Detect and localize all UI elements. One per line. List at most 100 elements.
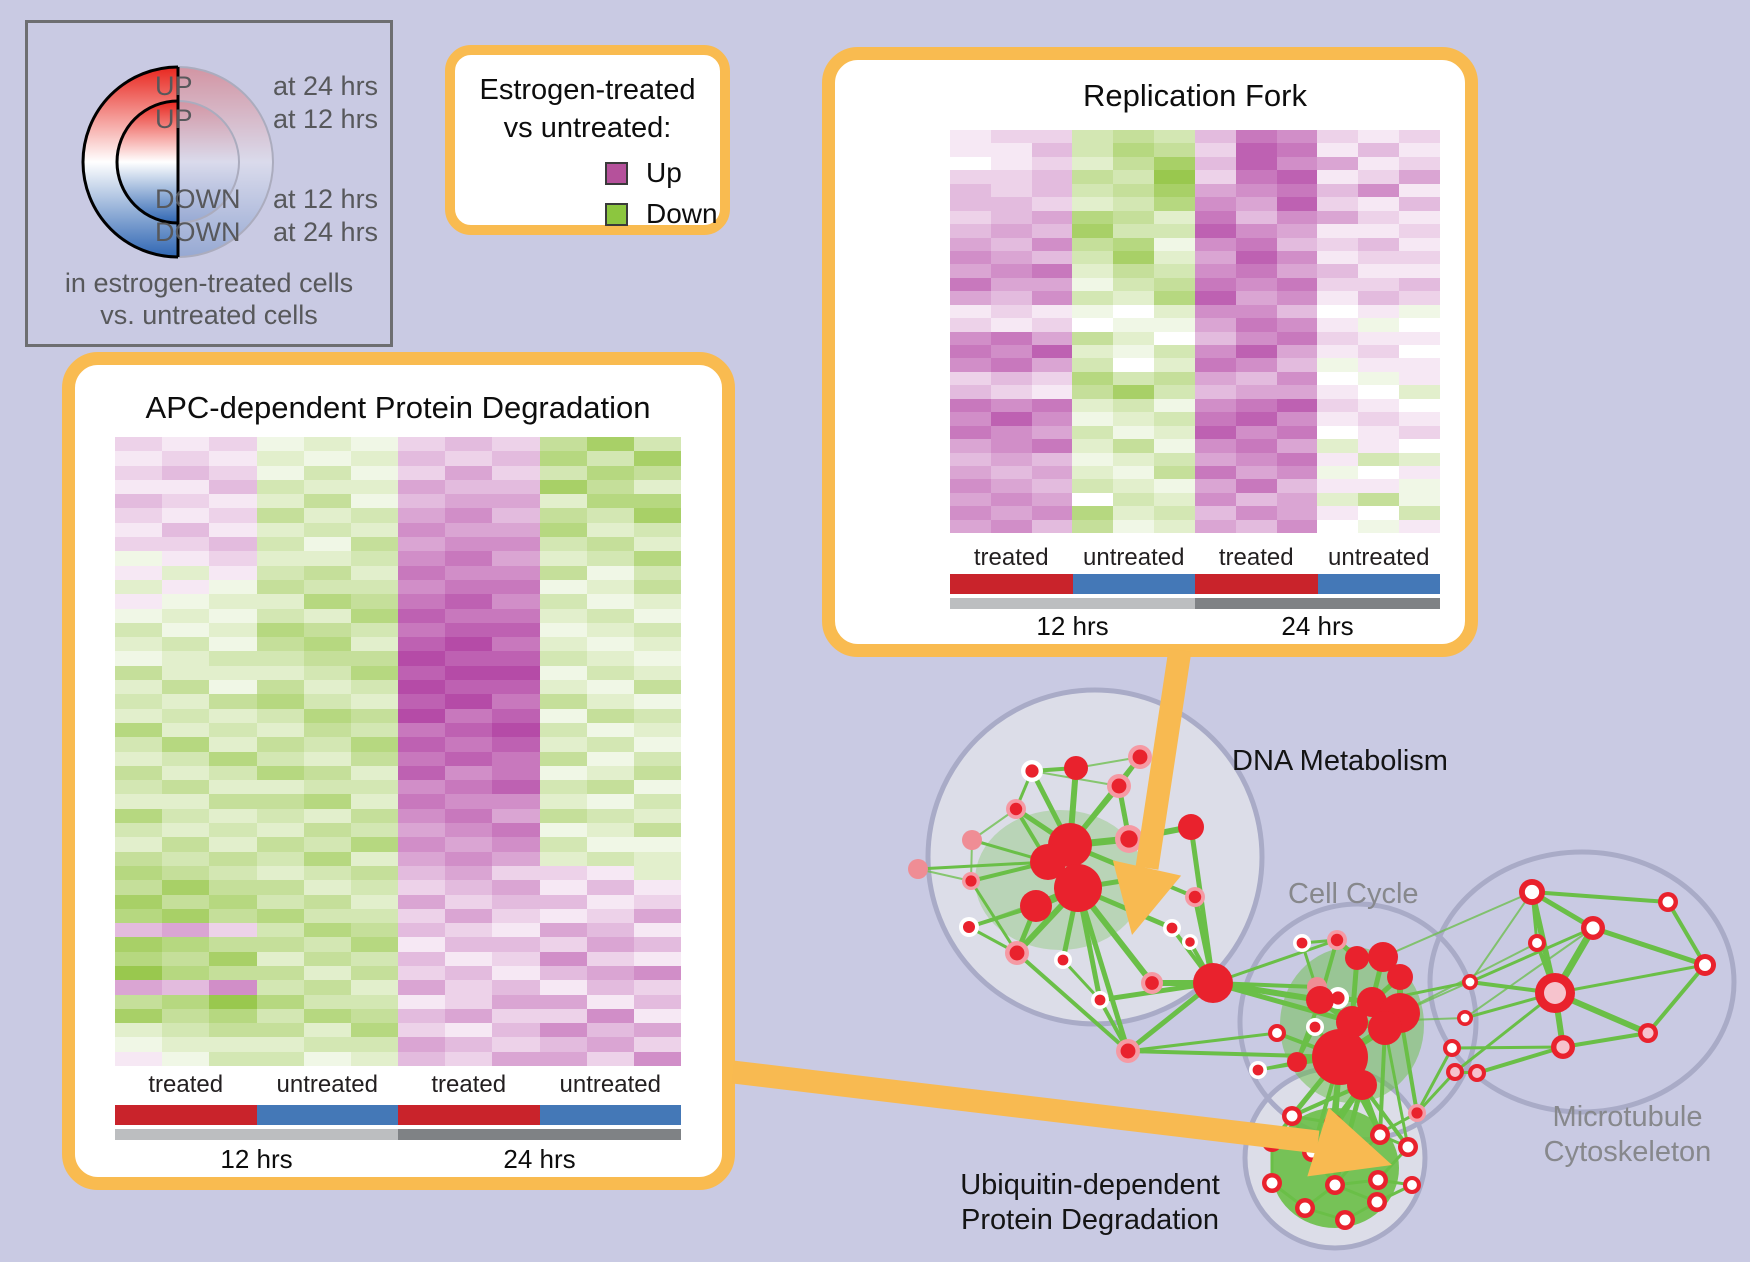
heatmap-cell (1358, 304, 1400, 319)
heatmap-cell (115, 508, 163, 523)
heatmap-cell (539, 880, 587, 895)
heatmap-cell (1276, 412, 1318, 426)
updown-legend-box: Estrogen-treated vs untreated: Up Down (445, 45, 730, 235)
gene-node (1193, 963, 1233, 1003)
heatmap-cell (303, 851, 351, 866)
heatmap-cell (398, 908, 446, 924)
heatmap-cell (990, 277, 1032, 292)
heatmap-cell (1194, 519, 1236, 534)
heatmap-cell (303, 479, 351, 495)
heatmap-cell (303, 594, 351, 609)
heatmap-cell (209, 1037, 257, 1052)
heatmap-cell (1317, 250, 1359, 265)
heatmap-cell (162, 751, 210, 766)
gene-node-core (1698, 958, 1712, 972)
gene-node-core (1374, 1129, 1386, 1141)
heatmap-cell (209, 479, 257, 495)
heatmap-cell (633, 837, 682, 852)
heatmap-cell (1358, 130, 1400, 144)
heatmap-cell (350, 722, 399, 738)
heatmap-cell (1072, 250, 1114, 265)
heatmap-cell (398, 1008, 446, 1024)
heatmap-cell (539, 522, 587, 538)
heatmap-cell (539, 823, 587, 838)
heatmap-cell (398, 765, 446, 781)
gene-node-core (1166, 922, 1178, 934)
heatmap-cell (209, 808, 257, 824)
heatmap-cell (445, 579, 493, 595)
heatmap-cell (115, 765, 163, 781)
heatmap-cell (1072, 264, 1114, 278)
heatmap-cell (1154, 345, 1195, 359)
heatmap-cell (633, 951, 682, 966)
heatmap-cell (350, 880, 399, 895)
heatmap-cell (1358, 371, 1400, 386)
heatmap-cell (115, 865, 163, 881)
heatmap-cell (303, 894, 351, 909)
heatmap-cell (1235, 143, 1277, 157)
heatmap-cell (1113, 304, 1155, 319)
treatment-bar-segment (256, 1105, 398, 1125)
heatmap-cell (303, 508, 351, 523)
heatmap-cell (1194, 385, 1236, 399)
heatmap-cell (990, 492, 1032, 507)
heatmap-cell (1113, 492, 1155, 507)
heatmap-cell (1194, 492, 1236, 507)
heatmap-cell (303, 708, 351, 723)
heatmap-cell (1276, 345, 1318, 359)
heatmap-cell (1235, 237, 1277, 251)
up-label: Up (646, 157, 682, 188)
heatmap-cell (586, 865, 634, 881)
heatmap-cell (398, 579, 446, 595)
heatmap-cell (209, 565, 257, 580)
gene-node-core (965, 875, 977, 887)
heatmap-cell (350, 708, 399, 723)
heatmap-cell (586, 823, 634, 838)
gene-node-core (1185, 937, 1195, 947)
heatmap-cell (445, 1023, 493, 1038)
heatmap-cell (1154, 439, 1195, 453)
heatmap-cell (398, 508, 446, 523)
heatmap-cell (1317, 130, 1359, 144)
heatmap-cell (1276, 170, 1318, 184)
heatmap-cell (115, 579, 163, 595)
heatmap-cell (209, 537, 257, 552)
heatmap-cell (1113, 425, 1155, 440)
heatmap-cell (209, 694, 257, 709)
heatmap-cell (350, 894, 399, 909)
ubiquitin-degradation-label: Ubiquitin-dependent Protein Degradation (940, 1168, 1240, 1238)
heatmap-cell (1276, 358, 1318, 372)
legend-up-24-word: UP (155, 71, 193, 101)
apc-treatment-bar (115, 1105, 681, 1125)
heatmap-cell (398, 1051, 446, 1067)
apc-time-bar (115, 1129, 681, 1140)
heatmap-cell (950, 277, 991, 292)
heatmap-cell (633, 908, 682, 924)
heatmap-cell (539, 565, 587, 580)
heatmap-cell (539, 765, 587, 781)
heatmap-cell (115, 494, 163, 509)
gene-node (1368, 1011, 1402, 1045)
heatmap-cell (350, 965, 399, 981)
heatmap-cell (162, 437, 210, 452)
heatmap-cell (303, 965, 351, 981)
heatmap-cell (303, 765, 351, 781)
heatmap-cell (1194, 130, 1236, 144)
heatmap-cell (162, 622, 210, 638)
heatmap-cell (950, 304, 991, 319)
heatmap-cell (256, 622, 304, 638)
heatmap-cell (633, 808, 682, 824)
heatmap-cell (1358, 277, 1400, 292)
heatmap-cell (256, 537, 304, 552)
heatmap-cell (492, 479, 540, 495)
heatmap-cell (1358, 412, 1400, 426)
heatmap-cell (492, 851, 540, 866)
heatmap-cell (633, 1037, 682, 1052)
heatmap-cell (633, 823, 682, 838)
heatmap-cell (445, 1008, 493, 1024)
heatmap-cell (445, 622, 493, 638)
heatmap-cell (1031, 183, 1073, 198)
heatmap-cell (350, 865, 399, 881)
heatmap-cell (990, 304, 1032, 319)
network-edge (1451, 1045, 1564, 1050)
